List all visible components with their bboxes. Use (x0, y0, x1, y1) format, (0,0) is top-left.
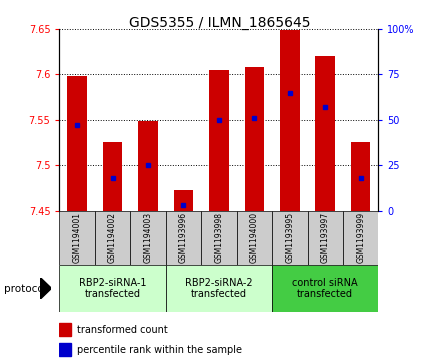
Bar (130, 211, 166, 265)
Bar (308, 211, 343, 265)
Bar (343, 211, 378, 265)
Bar (272, 211, 308, 265)
Bar (59, 343, 70, 356)
Text: GSM1194003: GSM1194003 (143, 212, 153, 263)
Text: GSM1193997: GSM1193997 (321, 212, 330, 263)
Text: GSM1193996: GSM1193996 (179, 212, 188, 263)
Text: RBP2-siRNA-2
transfected: RBP2-siRNA-2 transfected (185, 278, 253, 299)
Text: GSM1194002: GSM1194002 (108, 212, 117, 263)
Bar (201, 211, 237, 265)
Bar (166, 211, 201, 265)
Text: GSM1194001: GSM1194001 (73, 212, 82, 263)
Polygon shape (40, 278, 51, 299)
Bar (95, 211, 130, 265)
Bar (103, 142, 122, 211)
Text: percentile rank within the sample: percentile rank within the sample (77, 345, 242, 355)
Text: GSM1193995: GSM1193995 (285, 212, 294, 263)
Text: protocol: protocol (4, 284, 47, 294)
Text: transformed count: transformed count (77, 325, 168, 335)
Bar (174, 189, 193, 211)
Bar (245, 67, 264, 211)
Bar (166, 265, 272, 312)
Bar (272, 265, 378, 312)
Bar (138, 121, 158, 211)
Bar (351, 142, 370, 211)
Bar (59, 211, 95, 265)
Bar (315, 56, 335, 211)
Bar (67, 76, 87, 211)
Bar (237, 211, 272, 265)
Text: control siRNA
transfected: control siRNA transfected (293, 278, 358, 299)
Text: GSM1194000: GSM1194000 (250, 212, 259, 263)
Bar (59, 323, 70, 336)
Bar (59, 265, 166, 312)
Text: RBP2-siRNA-1
transfected: RBP2-siRNA-1 transfected (79, 278, 147, 299)
Bar (280, 30, 300, 211)
Text: GDS5355 / ILMN_1865645: GDS5355 / ILMN_1865645 (129, 16, 311, 30)
Text: GSM1193998: GSM1193998 (214, 212, 224, 263)
Text: GSM1193999: GSM1193999 (356, 212, 365, 263)
Bar (209, 70, 229, 211)
